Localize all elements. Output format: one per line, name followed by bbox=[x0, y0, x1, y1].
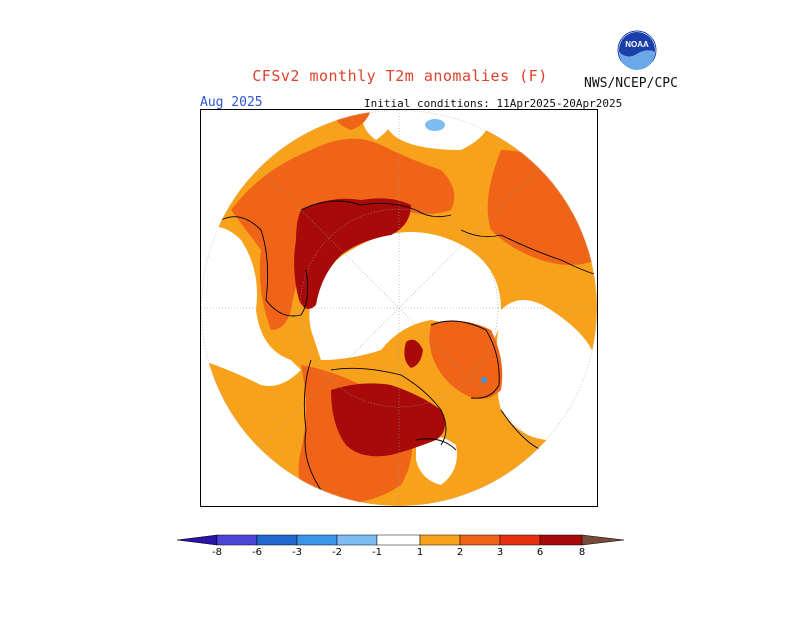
colorbar-tick-label: -2 bbox=[332, 547, 342, 558]
polar-map bbox=[200, 109, 598, 507]
anomaly-hot-siberia bbox=[294, 198, 411, 309]
noaa-logo: NOAA bbox=[617, 30, 657, 70]
polar-map-svg bbox=[201, 110, 597, 506]
colorbar-tick-label: 3 bbox=[497, 547, 503, 558]
colorbar-swatch-max bbox=[581, 534, 625, 546]
colorbar-tick-label: 2 bbox=[457, 547, 463, 558]
colorbar-swatch bbox=[376, 534, 421, 546]
colorbar-tick-label: 6 bbox=[537, 547, 543, 558]
colorbar-swatch bbox=[499, 534, 541, 546]
anomaly-warm-eurasia bbox=[231, 138, 455, 330]
colorbar-swatch-min bbox=[176, 534, 218, 546]
anomaly-neutral-north bbox=[361, 110, 401, 140]
colorbar-swatch bbox=[459, 534, 501, 546]
coastlines bbox=[220, 200, 597, 491]
colorbar-tick-label: -3 bbox=[292, 547, 302, 558]
colorbar-swatch bbox=[256, 534, 298, 546]
anomaly-neutral-pole bbox=[309, 232, 501, 360]
colorbar-swatch bbox=[296, 534, 338, 546]
forecast-month: Aug 2025 bbox=[200, 95, 263, 110]
chart-title: CFSv2 monthly T2m anomalies (F) bbox=[252, 67, 548, 85]
anomaly-hot-greenland-sw bbox=[404, 339, 423, 368]
anomaly-neutral-hudson bbox=[416, 436, 457, 485]
colorbar-swatch bbox=[336, 534, 378, 546]
colorbar-ticks: -8 -6 -3 -2 -1 1 2 3 6 8 bbox=[212, 547, 585, 558]
colorbar-tick-label: 8 bbox=[579, 547, 585, 558]
anomaly-neutral-pacific-west bbox=[201, 226, 301, 386]
initial-conditions: Initial conditions: 11Apr2025-20Apr2025 bbox=[364, 97, 623, 110]
organization-label: NWS/NCEP/CPC bbox=[584, 76, 678, 91]
colorbar-tick-label: -6 bbox=[252, 547, 262, 558]
colorbar-tick-label: -1 bbox=[372, 547, 382, 558]
colorbar-swatches bbox=[176, 534, 625, 546]
colorbar-tick-label: -8 bbox=[212, 547, 222, 558]
anomaly-cool-arctic bbox=[425, 119, 445, 131]
anomaly-cool-greenland bbox=[481, 377, 487, 383]
colorbar-swatch bbox=[419, 534, 461, 546]
colorbar-swatch bbox=[539, 534, 583, 546]
colorbar-tick-label: 1 bbox=[417, 547, 423, 558]
graticule bbox=[201, 110, 597, 506]
noaa-logo-text: NOAA bbox=[625, 40, 649, 49]
colorbar-swatch bbox=[216, 534, 258, 546]
anomaly-hot-arctic-canada bbox=[331, 383, 445, 457]
